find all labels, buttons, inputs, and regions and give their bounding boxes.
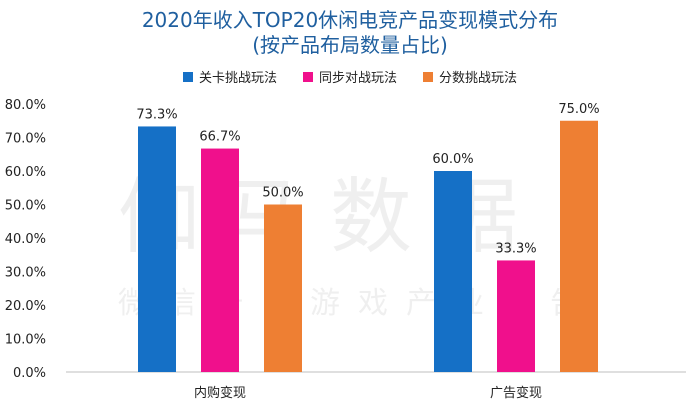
y-tick-label: 10.0% — [5, 333, 46, 348]
bar-1-series-1 — [138, 126, 176, 372]
data-label: 73.3% — [136, 107, 177, 122]
legend-item-series-1: 关卡挑战玩法 — [182, 67, 277, 86]
legend-label-2: 同步对战玩法 — [318, 71, 397, 86]
legend-swatch-1 — [182, 71, 193, 82]
data-label: 50.0% — [262, 186, 303, 201]
bar-1-series-3 — [264, 204, 302, 372]
y-tick-label: 50.0% — [5, 199, 46, 214]
legend-item-series-2: 同步对战玩法 — [302, 67, 397, 86]
data-label: 60.0% — [432, 152, 473, 167]
x-category-label: 内购变现 — [194, 385, 246, 401]
y-tick-label: 70.0% — [5, 132, 46, 147]
chart-title-line2: (按产品布局数量占比) — [252, 33, 448, 57]
bar-2-series-1 — [434, 171, 472, 372]
y-tick-label: 60.0% — [5, 165, 46, 180]
chart-legend: 关卡挑战玩法 同步对战玩法 分数挑战玩法 — [0, 67, 700, 86]
chart-title-line1: 2020年收入TOP20休闲电竞产品变现模式分布 — [141, 8, 559, 32]
data-label: 66.7% — [199, 130, 240, 145]
legend-label-1: 关卡挑战玩法 — [198, 71, 277, 86]
bar-1-series-2 — [201, 148, 239, 372]
data-label: 75.0% — [558, 102, 599, 117]
x-category-label: 广告变现 — [490, 385, 542, 401]
legend-item-series-3: 分数挑战玩法 — [423, 67, 517, 86]
legend-label-3: 分数挑战玩法 — [439, 71, 518, 86]
legend-swatch-3 — [423, 71, 433, 82]
y-tick-label: 40.0% — [5, 232, 46, 247]
data-label: 33.3% — [495, 241, 536, 256]
bar-2-series-3 — [560, 120, 598, 372]
y-tick-label: 80.0% — [5, 98, 46, 113]
legend-swatch-2 — [302, 71, 313, 82]
y-tick-label: 30.0% — [5, 266, 46, 281]
y-tick-label: 0.0% — [13, 366, 46, 381]
bar-2-series-2 — [497, 260, 535, 372]
y-tick-label: 20.0% — [5, 299, 46, 314]
